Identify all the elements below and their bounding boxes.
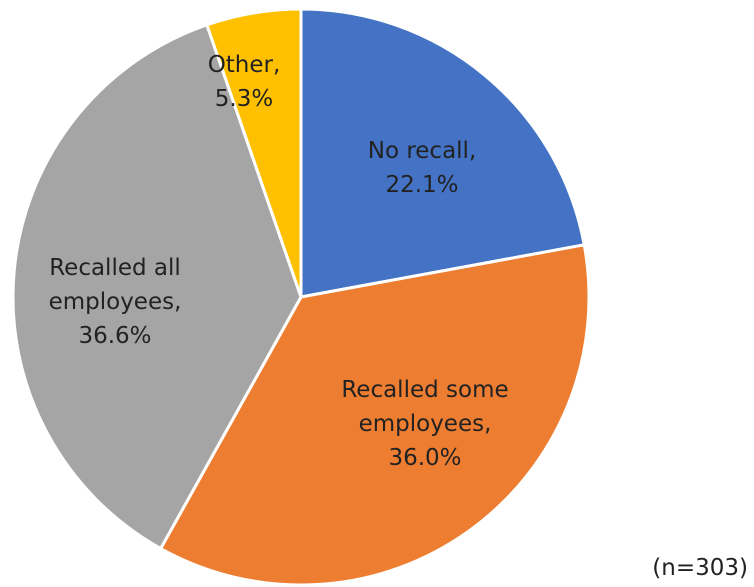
category-label: No recall, [367, 138, 477, 164]
slice-label: Other, 5.3% [189, 48, 299, 116]
value-label: 5.3% [214, 86, 274, 112]
category-label: Recalled all employees, [48, 255, 182, 315]
value-label: 22.1% [385, 172, 459, 198]
slice-label: Recalled all employees, 36.6% [20, 251, 210, 353]
pie-slice [11, 23, 303, 550]
slice-label: Recalled some employees, 36.0% [310, 373, 540, 475]
category-label: Recalled some employees, [341, 377, 509, 437]
category-label: Other, [207, 52, 281, 78]
pie-slice [205, 7, 303, 299]
pie-slice [299, 7, 586, 299]
value-label: 36.0% [388, 445, 462, 471]
pie-slice [159, 243, 591, 587]
slice-label: No recall, 22.1% [337, 134, 507, 202]
value-label: 36.6% [78, 323, 152, 349]
sample-note: (n=303) [652, 555, 748, 581]
